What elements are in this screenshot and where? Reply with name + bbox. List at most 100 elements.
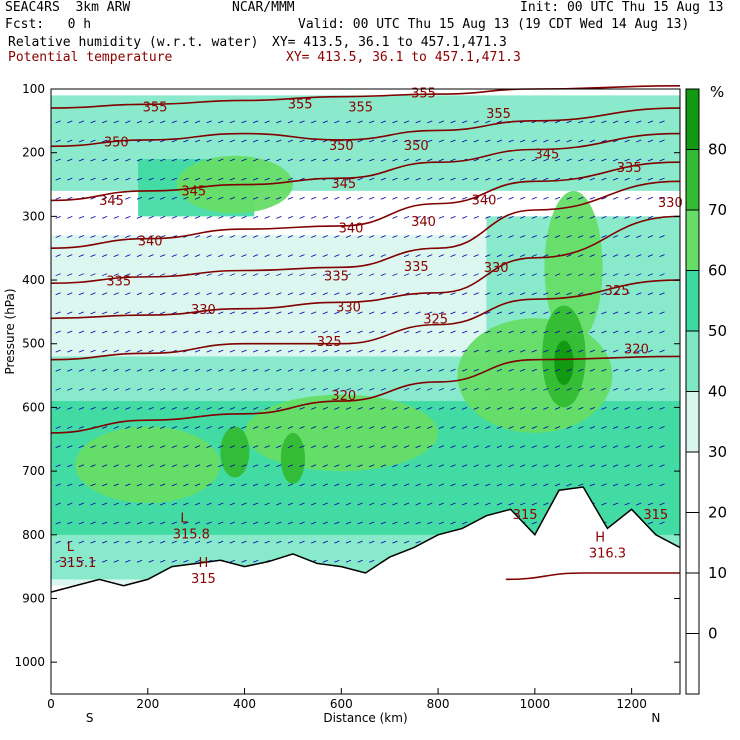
wind-vector bbox=[125, 426, 131, 429]
wind-vector bbox=[276, 445, 282, 449]
wind-vector bbox=[357, 540, 363, 544]
wind-vector bbox=[241, 311, 247, 315]
colorbar-segment bbox=[686, 210, 699, 271]
wind-vector bbox=[345, 387, 352, 391]
wind-vector bbox=[183, 292, 189, 296]
wind-vector bbox=[473, 273, 479, 277]
wind-vector bbox=[473, 426, 479, 429]
wind-vector bbox=[636, 349, 642, 353]
wind-vector bbox=[264, 521, 270, 525]
wind-vector bbox=[229, 426, 236, 429]
wind-vector bbox=[403, 311, 410, 315]
wind-vector bbox=[380, 254, 386, 257]
wind-vector bbox=[345, 349, 352, 353]
wind-vector bbox=[531, 311, 537, 315]
wind-vector bbox=[125, 407, 131, 410]
wind-vector bbox=[647, 407, 654, 410]
wind-vector bbox=[206, 349, 212, 353]
field2-label: Potential temperature bbox=[8, 50, 173, 65]
wind-vector bbox=[101, 483, 108, 487]
wind-vector bbox=[125, 521, 131, 525]
wind-vector bbox=[136, 292, 143, 296]
wind-vector bbox=[624, 235, 630, 238]
x-end-label-south: S bbox=[86, 711, 94, 725]
wind-vector bbox=[90, 158, 96, 162]
wind-vector bbox=[566, 311, 572, 315]
wind-vector bbox=[218, 330, 224, 334]
wind-vector bbox=[160, 330, 166, 334]
wind-vector bbox=[659, 464, 665, 468]
wind-vector bbox=[531, 139, 537, 143]
wind-vector bbox=[427, 273, 433, 277]
wind-vector bbox=[624, 158, 630, 162]
wind-vector bbox=[612, 120, 619, 124]
wind-vector bbox=[601, 387, 607, 391]
wind-vector bbox=[636, 464, 642, 468]
wind-vector bbox=[647, 158, 654, 162]
wind-vector bbox=[183, 387, 189, 391]
x-tick-label: 600 bbox=[330, 697, 353, 711]
wind-vector bbox=[310, 368, 317, 372]
wind-vector bbox=[148, 502, 154, 506]
wind-vector bbox=[485, 349, 491, 353]
wind-vector bbox=[101, 311, 108, 315]
wind-vector bbox=[241, 540, 247, 544]
wind-vector bbox=[299, 407, 305, 410]
wind-vector bbox=[566, 139, 572, 143]
wind-vector bbox=[357, 502, 363, 506]
wind-vector bbox=[55, 158, 61, 162]
wind-vector bbox=[136, 235, 143, 238]
wind-vector bbox=[415, 407, 421, 410]
wind-vector bbox=[90, 196, 96, 200]
wind-vector bbox=[241, 521, 247, 525]
wind-vector bbox=[438, 120, 445, 124]
wind-vector bbox=[612, 483, 619, 487]
wind-vector bbox=[171, 464, 177, 468]
wind-vector bbox=[334, 464, 340, 468]
wind-vector bbox=[415, 502, 421, 506]
wind-vector bbox=[252, 464, 259, 468]
wind-vector bbox=[229, 292, 236, 296]
wind-vector bbox=[264, 254, 270, 257]
wind-vector bbox=[334, 368, 340, 372]
wind-vector bbox=[438, 464, 445, 468]
wind-vector bbox=[357, 330, 363, 334]
wind-vector bbox=[113, 464, 119, 468]
wind-vector bbox=[380, 368, 386, 372]
wind-vector bbox=[357, 120, 363, 124]
wind-vector bbox=[380, 502, 386, 506]
wind-vector bbox=[101, 521, 108, 525]
wind-vector bbox=[264, 464, 270, 468]
wind-vector bbox=[160, 445, 166, 449]
wind-vector bbox=[578, 368, 584, 372]
wind-vector bbox=[554, 349, 561, 353]
wind-vector bbox=[90, 330, 96, 334]
wind-vector bbox=[647, 464, 654, 468]
wind-vector bbox=[473, 158, 479, 162]
wind-vector bbox=[218, 158, 224, 162]
wind-vector bbox=[206, 139, 212, 143]
wind-vector bbox=[438, 177, 445, 181]
wind-vector bbox=[218, 502, 224, 506]
wind-vector bbox=[160, 196, 166, 200]
wind-vector bbox=[183, 254, 189, 257]
wind-vector bbox=[67, 235, 73, 238]
wind-vector bbox=[496, 196, 503, 200]
wind-vector bbox=[601, 502, 607, 506]
wind-vector bbox=[450, 196, 456, 200]
wind-vector bbox=[299, 215, 305, 219]
wind-vector bbox=[578, 292, 584, 296]
wind-vector bbox=[287, 349, 294, 353]
wind-vector bbox=[578, 158, 584, 162]
wind-vector bbox=[276, 120, 282, 124]
wind-vector bbox=[636, 177, 642, 181]
colorbar-segment bbox=[686, 149, 699, 210]
wind-vector bbox=[659, 273, 665, 277]
wind-vector bbox=[229, 235, 236, 238]
wind-vector bbox=[612, 387, 619, 391]
wind-vector bbox=[125, 273, 131, 277]
theta-contour-label: 355 bbox=[288, 97, 313, 112]
colorbar-tick-label: 70 bbox=[708, 201, 727, 219]
wind-vector bbox=[90, 311, 96, 315]
wind-vector bbox=[322, 158, 328, 162]
